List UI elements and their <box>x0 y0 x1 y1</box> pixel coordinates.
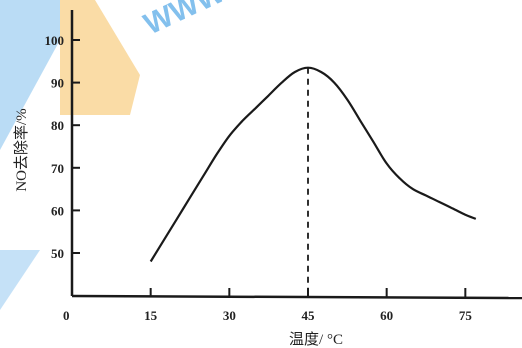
x-axis <box>71 294 522 300</box>
y-tick-label: 60 <box>51 203 64 218</box>
watermark-orange-shape <box>60 0 140 115</box>
series-line <box>149 66 477 263</box>
x-tick-group: 15 30 45 60 75 <box>144 288 472 323</box>
x-axis-title: 温度/ °C <box>289 331 343 348</box>
y-tick-label: 90 <box>51 76 64 91</box>
y-tick-label: 80 <box>51 118 64 133</box>
watermark-blue-shape-lower <box>0 250 40 310</box>
y-tick-group: 50 60 70 80 90 100 <box>45 33 80 261</box>
watermark: WWW <box>0 0 231 310</box>
y-tick-label: 50 <box>51 246 64 261</box>
y-tick-label: 100 <box>45 33 65 48</box>
x-tick-label: 15 <box>144 308 158 323</box>
origin-label: 0 <box>63 308 70 323</box>
watermark-text: WWW <box>139 0 231 41</box>
x-tick-label: 75 <box>459 308 473 323</box>
x-tick-label: 60 <box>380 308 393 323</box>
x-tick-label: 45 <box>302 308 316 323</box>
y-axis-title: NO去除率/% <box>13 108 30 191</box>
x-tick-label: 30 <box>223 308 236 323</box>
y-tick-label: 70 <box>51 161 64 176</box>
watermark-blue-shape <box>0 0 60 150</box>
